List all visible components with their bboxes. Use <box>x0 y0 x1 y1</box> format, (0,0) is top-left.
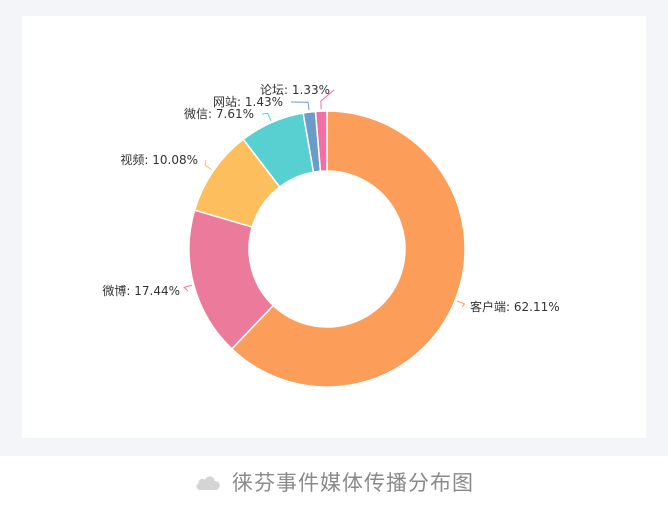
slice-label-2: 视频: 10.08% <box>120 152 198 167</box>
leader-line-5 <box>320 89 335 110</box>
slice-0[interactable] <box>230 110 466 388</box>
slice-label-3: 微信: 7.61% <box>184 107 254 121</box>
slice-5[interactable] <box>314 110 328 173</box>
leader-line-3 <box>261 112 272 121</box>
leader-line-1 <box>183 284 192 292</box>
slice-label-0: 客户端: 62.11% <box>470 299 560 314</box>
leader-line-0 <box>456 300 466 308</box>
chart-frame: 客户端: 62.11% 微博: 17.44% 视频: 10.08% 微信: 7.61%… <box>0 0 668 456</box>
slice-label-5: 论坛: 1.33% <box>260 83 330 97</box>
chart-card: 客户端: 62.11% 微博: 17.44% 视频: 10.08% 微信: 7.61%… <box>22 16 646 438</box>
leader-line-2 <box>204 159 212 171</box>
figure-caption: 徕芬事件媒体传播分布图 <box>0 456 668 508</box>
cloud-icon <box>196 476 220 490</box>
leader-line-4 <box>290 101 310 111</box>
slice-label-4: 网站: 1.43% <box>213 95 283 109</box>
caption-text: 徕芬事件媒体传播分布图 <box>232 471 474 495</box>
donut-chart: 客户端: 62.11% 微博: 17.44% 视频: 10.08% 微信: 7.61%… <box>102 83 560 388</box>
slice-label-1: 微博: 17.44% <box>102 283 180 298</box>
